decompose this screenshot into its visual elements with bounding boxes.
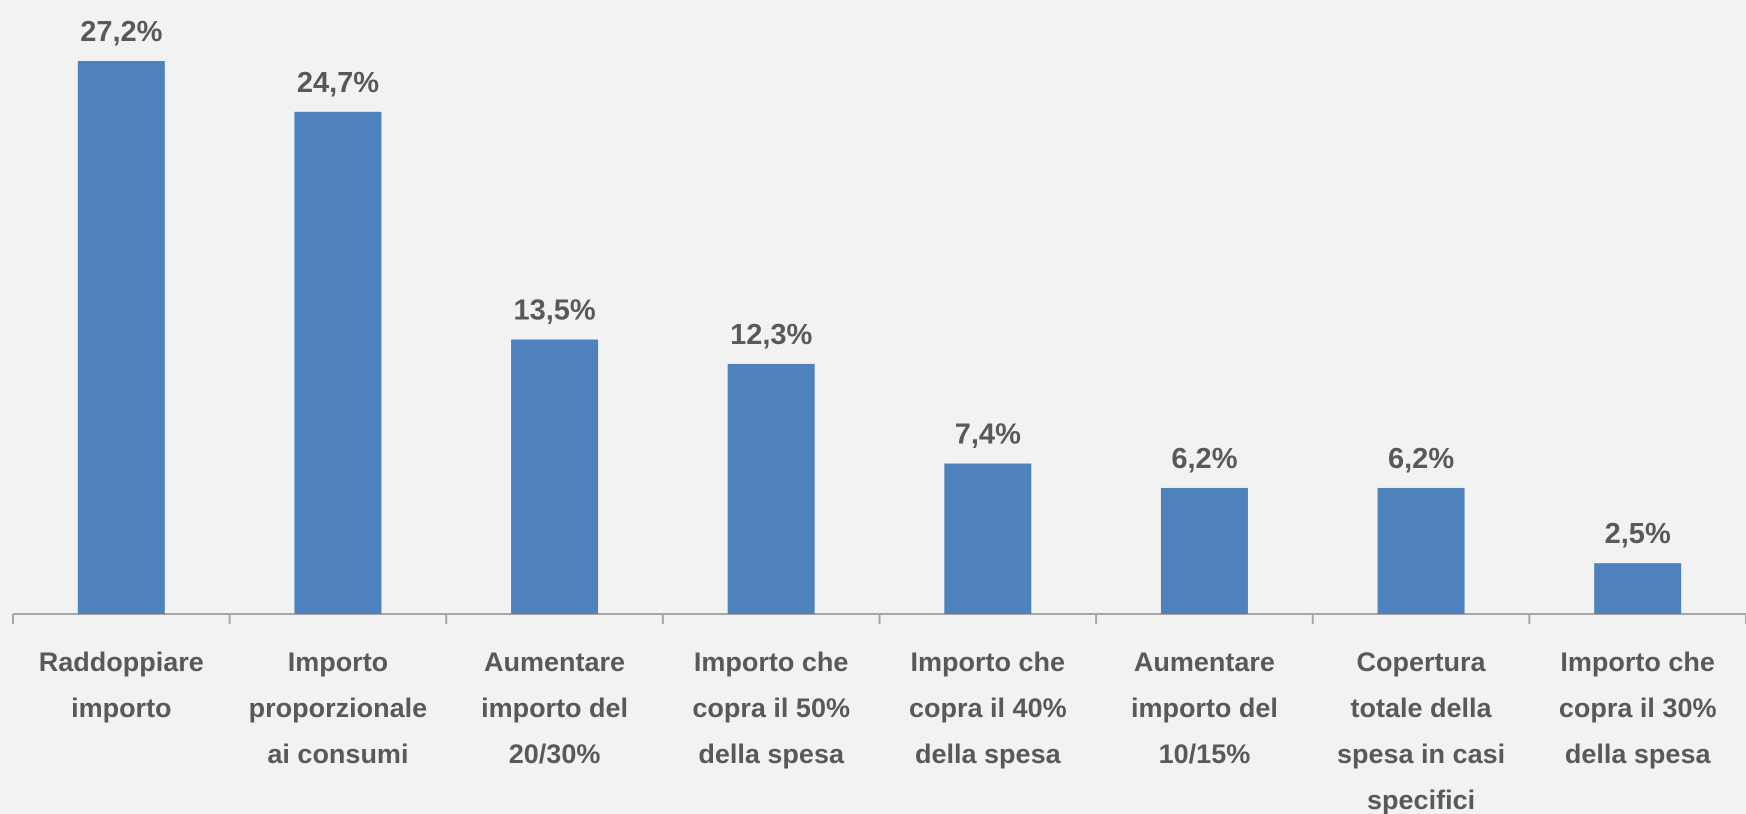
bar (727, 363, 815, 614)
value-label: 13,5% (513, 295, 595, 327)
x-tick-label: Importo che copra il 40% della spesa (909, 647, 1067, 769)
bar (1160, 487, 1248, 614)
bar (1594, 563, 1682, 614)
x-tick-label: Copertura totale della spesa in casi specif… (1337, 647, 1505, 814)
x-tick-label: Raddoppiare importo (39, 647, 204, 723)
value-label: 6,2% (1388, 443, 1454, 475)
bar (944, 463, 1032, 614)
value-label: 2,5% (1605, 518, 1671, 550)
value-label: 27,2% (80, 16, 162, 48)
x-tick-label: Aumentare importo del 20/30% (481, 647, 628, 769)
value-label: 12,3% (730, 319, 812, 351)
x-tick-label: Aumentare importo del 10/15% (1131, 647, 1278, 769)
bar (77, 61, 165, 614)
value-label: 6,2% (1171, 443, 1237, 475)
value-label: 24,7% (297, 67, 379, 99)
x-tick-label: Importo che copra il 30% della spesa (1559, 647, 1717, 769)
value-label: 7,4% (955, 419, 1021, 451)
bar (1377, 487, 1465, 614)
x-tick-label: Importo che copra il 50% della spesa (692, 647, 850, 769)
bar (511, 339, 599, 614)
x-tick-label: Importo proporzionale ai consumi (249, 647, 428, 769)
bar (294, 111, 382, 614)
